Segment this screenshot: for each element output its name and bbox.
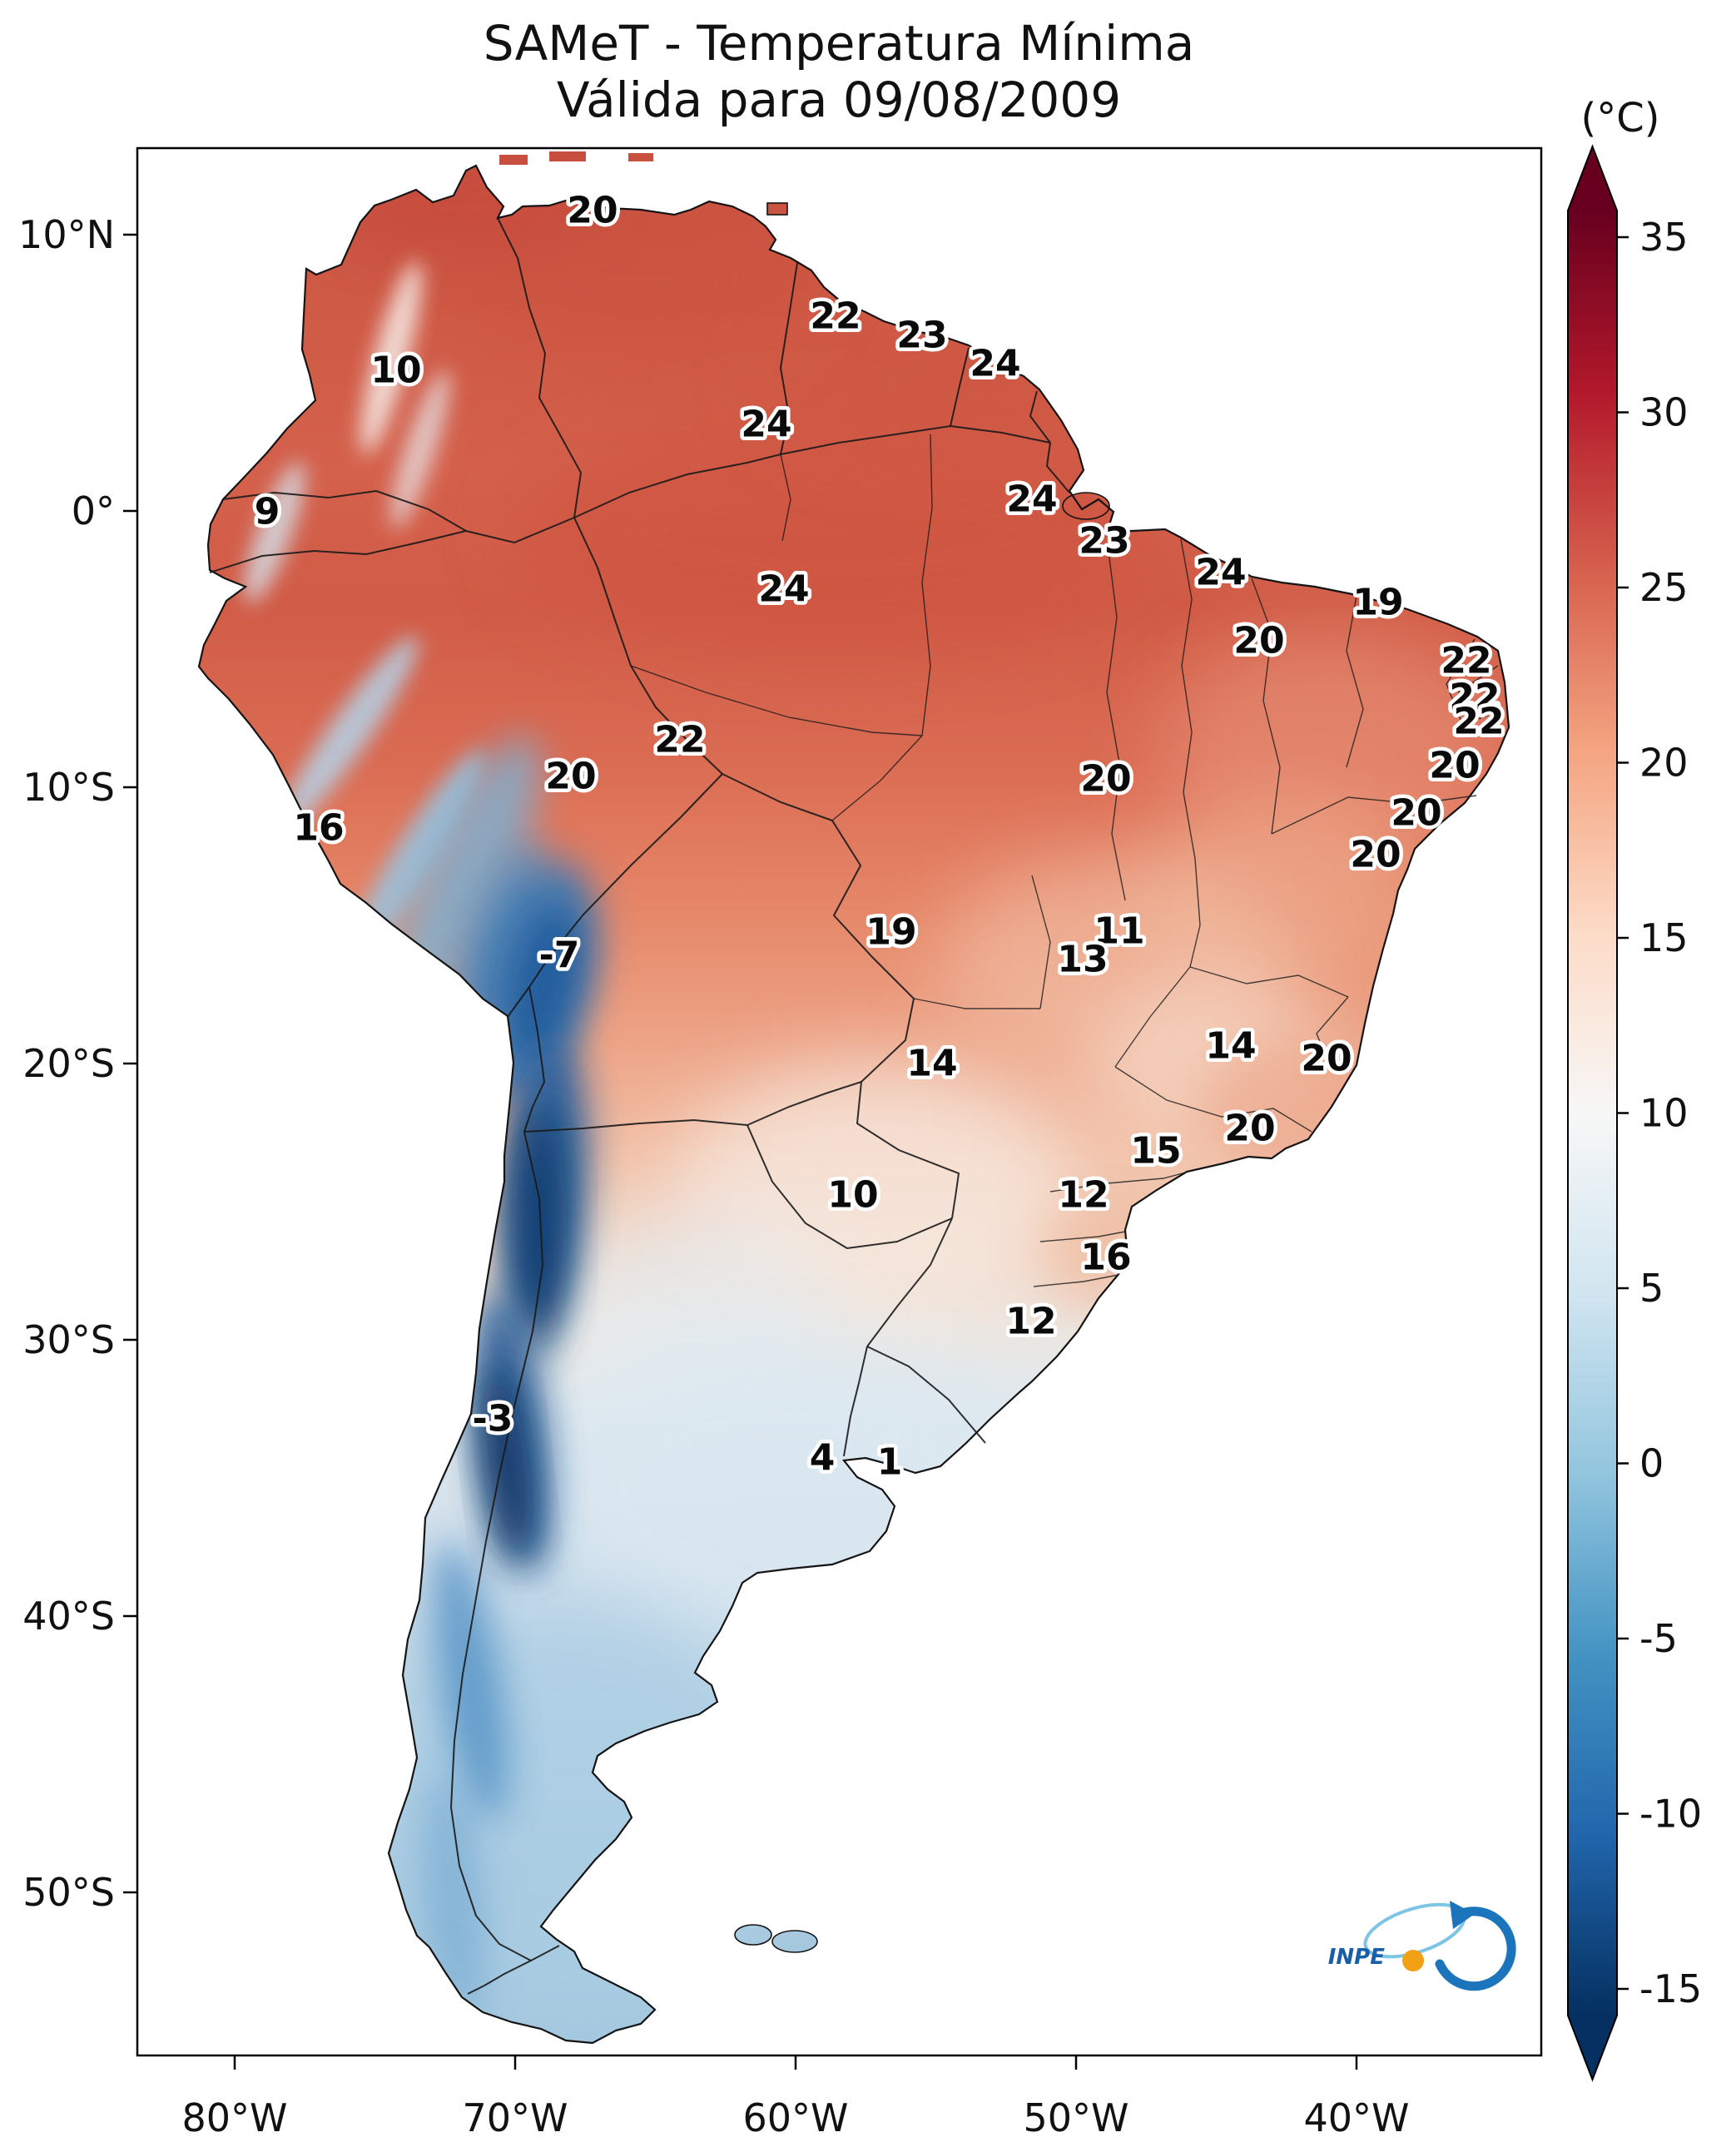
temperature-label: 22 — [810, 295, 861, 338]
islands-outline — [734, 202, 1110, 1953]
temperature-label: 10 — [827, 1174, 878, 1217]
lat-tick-label: 10°S — [22, 765, 115, 810]
temperature-label: 20 — [1391, 792, 1441, 835]
colorbar-unit-label: (°C) — [1581, 95, 1660, 141]
temperature-label: 20 — [567, 190, 618, 232]
country-borders — [209, 217, 1070, 1995]
temperature-label: 16 — [1080, 1237, 1131, 1279]
colorbar-gradient — [1568, 211, 1617, 2016]
temperature-label: 20 — [1224, 1108, 1275, 1150]
temperature-label: -3 — [473, 1398, 513, 1440]
lon-tick-label: 50°W — [1023, 2095, 1128, 2140]
temperature-label: 20 — [1429, 745, 1480, 787]
figure-title: SAMeT - Temperatura Mínima — [484, 15, 1195, 72]
longitude-axis: 80°W 70°W 60°W 50°W 40°W — [181, 2055, 1410, 2140]
map-frame — [136, 146, 1543, 2057]
colorbar-tick-label: -15 — [1639, 1966, 1702, 2011]
lat-tick-label: 10°N — [18, 212, 115, 257]
latitude-axis: 10°N 0° 10°S 20°S 30°S 40°S 50°S — [18, 212, 137, 1915]
temperature-label: 1 — [877, 1441, 903, 1484]
colorbar-tick-label: 5 — [1639, 1266, 1664, 1311]
colorbar-tick-label: 10 — [1639, 1091, 1689, 1136]
temperature-label: 23 — [1079, 520, 1129, 563]
inpe-logo-text: INPE — [1328, 1945, 1385, 1970]
lon-tick-label: 40°W — [1303, 2095, 1409, 2140]
state-borders — [630, 434, 1504, 1287]
colorbar-tick-label: -5 — [1639, 1616, 1678, 1661]
colorbar: (°C) 35 30 25 20 15 10 5 0 -5 -10 -15 — [1567, 95, 1702, 2082]
colorbar-under-arrow — [1568, 2016, 1617, 2080]
colorbar-tick-label: 20 — [1639, 741, 1689, 786]
lat-tick-label: 40°S — [22, 1594, 115, 1639]
colorbar-tick-label: 15 — [1639, 915, 1689, 960]
temperature-label: 12 — [1005, 1301, 1056, 1343]
temperature-label: 24 — [758, 568, 809, 611]
colorbar-tick-label: 35 — [1639, 215, 1689, 260]
lon-tick-label: 70°W — [462, 2095, 568, 2140]
lat-tick-label: 50°S — [22, 1870, 115, 1915]
colorbar-tick-label: 30 — [1639, 390, 1689, 435]
temperature-label: 20 — [1301, 1038, 1352, 1080]
colorbar-tick-label: -10 — [1639, 1792, 1702, 1837]
lat-tick-label: 30°S — [22, 1317, 115, 1362]
temperature-label: 14 — [906, 1043, 957, 1085]
temperature-label: 19 — [1352, 582, 1403, 624]
lat-tick-label: 20°S — [22, 1041, 115, 1086]
temperature-label: 15 — [1130, 1130, 1181, 1173]
colorbar-outline — [1567, 144, 1618, 2082]
temperature-label: 10 — [370, 350, 421, 392]
temperature-label: 11 — [1094, 910, 1144, 953]
temperature-label: 22 — [654, 719, 705, 761]
temperature-label: 16 — [293, 807, 344, 850]
temperature-label: 24 — [1006, 478, 1057, 521]
temperature-label: 4 — [810, 1437, 836, 1480]
temperature-label: 14 — [1205, 1025, 1256, 1068]
south-america-coastline — [197, 164, 1510, 2045]
inpe-logo: INPE — [1328, 1901, 1516, 1991]
inpe-orange-dot-icon — [1402, 1950, 1424, 1971]
temperature-label: 20 — [1080, 758, 1131, 801]
temperature-label: 22 — [1449, 677, 1500, 719]
lon-tick-label: 60°W — [742, 2095, 848, 2140]
temperature-label: 22 — [1441, 640, 1491, 682]
temperature-label: 19 — [866, 911, 916, 954]
lat-tick-label: 0° — [72, 488, 115, 533]
colorbar-tick-label: 25 — [1639, 565, 1689, 610]
temperature-label: 22 — [1453, 701, 1504, 743]
lon-tick-label: 80°W — [181, 2095, 287, 2140]
inpe-arrow-icon — [1435, 1907, 1516, 1991]
inpe-arrowhead-icon — [1450, 1901, 1475, 1929]
temperature-label: 24 — [1195, 552, 1246, 594]
figure-subtitle: Válida para 09/08/2009 — [557, 72, 1121, 128]
temperature-label: 9 — [255, 491, 280, 533]
temperature-label: 20 — [1350, 834, 1401, 876]
temperature-label: 24 — [741, 404, 791, 446]
colorbar-ticks: 35 30 25 20 15 10 5 0 -5 -10 -15 — [1617, 215, 1702, 2011]
temperature-label: 23 — [896, 315, 947, 357]
temperature-label: 20 — [545, 756, 596, 798]
temperature-label: 24 — [970, 343, 1020, 385]
temperature-label: -7 — [539, 935, 580, 977]
temperature-label: 12 — [1058, 1174, 1109, 1217]
colorbar-tick-label: 0 — [1639, 1441, 1664, 1486]
temperature-label: 13 — [1057, 939, 1108, 981]
temperature-label: 20 — [1233, 620, 1284, 662]
colorbar-over-arrow — [1568, 146, 1617, 211]
